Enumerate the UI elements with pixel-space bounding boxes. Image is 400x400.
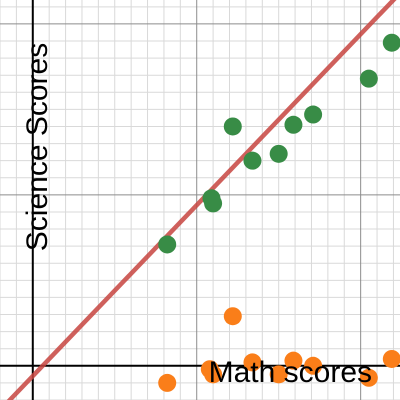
data-point-series-2-3 (204, 365, 223, 384)
data-point-series-2-4 (223, 307, 242, 326)
x-axis-title: Math scores (209, 356, 372, 389)
data-point-series-2-7 (284, 351, 303, 370)
data-point-series-1-5 (243, 151, 262, 170)
data-point-series-1-8 (304, 105, 323, 124)
data-point-series-1-9 (359, 69, 378, 88)
data-point-series-1-7 (284, 115, 303, 134)
data-point-series-1-10 (382, 33, 400, 52)
data-point-series-2-8 (304, 356, 323, 375)
data-point-series-2-9 (359, 368, 378, 387)
data-point-series-1-6 (269, 144, 288, 163)
data-point-series-2-1 (158, 373, 177, 392)
data-point-series-2-10 (382, 349, 400, 368)
data-point-series-1-1 (158, 235, 177, 254)
points-group (158, 33, 400, 392)
data-point-series-1-4 (223, 117, 242, 136)
data-point-series-2-5 (243, 353, 262, 372)
data-point-series-2-6 (269, 365, 288, 384)
y-axis-title: Science Scores (21, 43, 54, 251)
data-point-series-1-3 (204, 194, 223, 213)
